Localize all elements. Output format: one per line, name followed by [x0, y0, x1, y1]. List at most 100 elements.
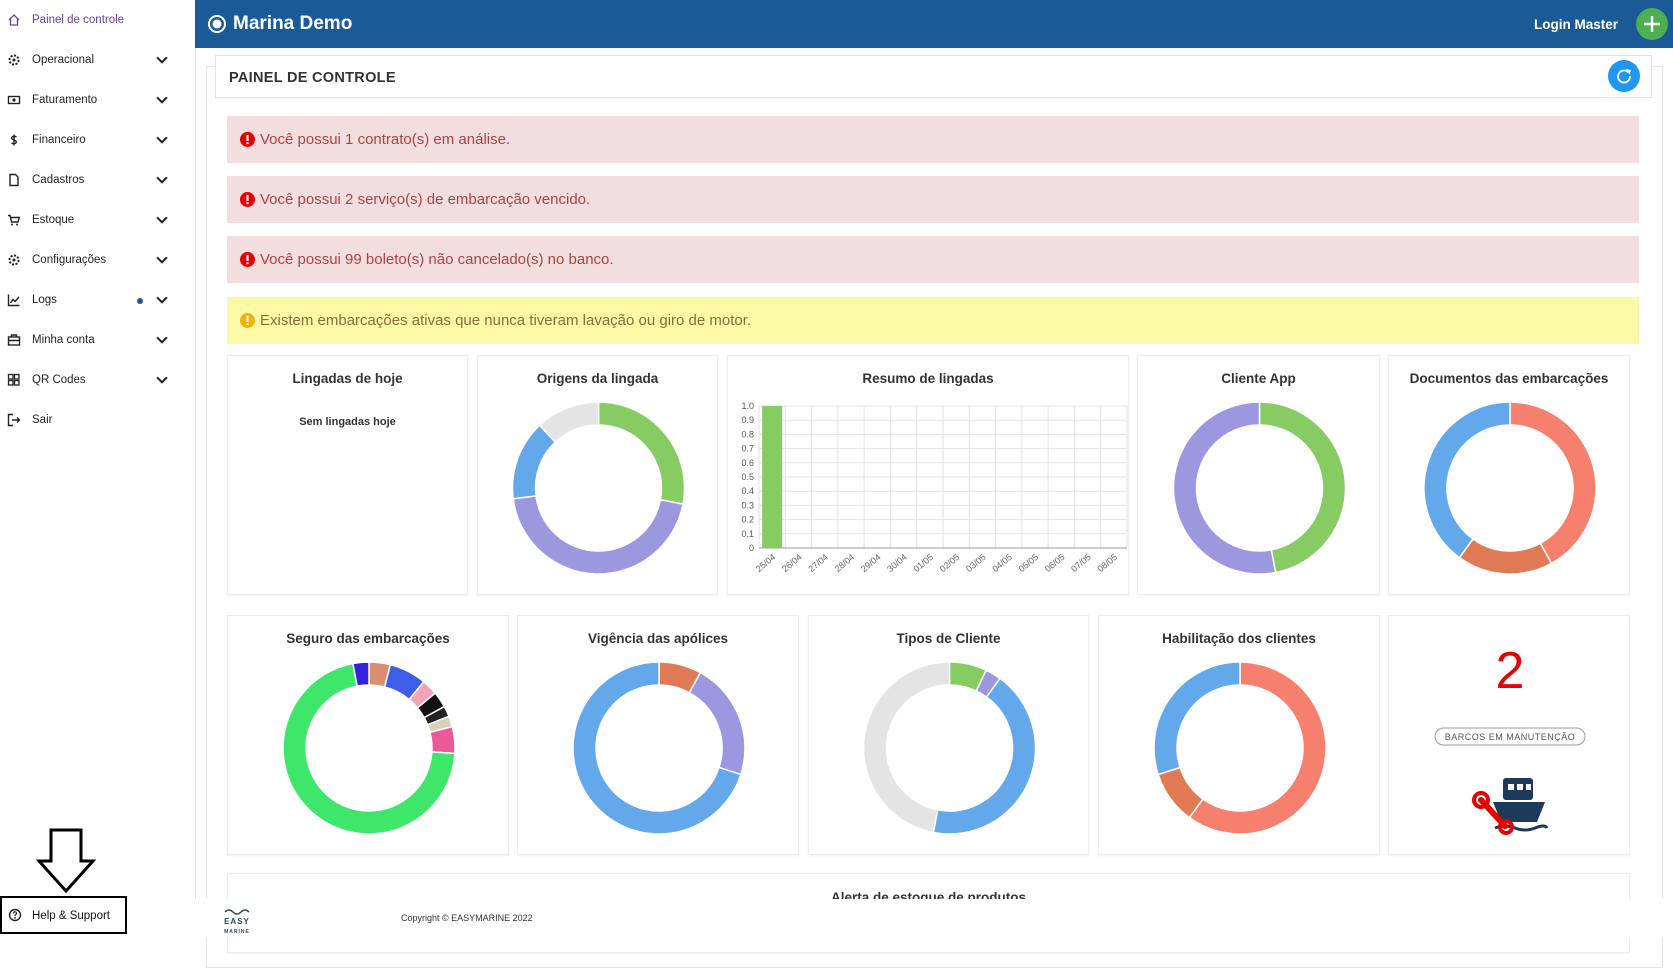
- icon: [7, 379, 14, 386]
- footer: EASY MARINE Copyright © EASYMARINE 2022: [195, 899, 1673, 937]
- add-button[interactable]: [1635, 7, 1669, 41]
- x-tick-label: 26/04: [780, 552, 804, 574]
- donut-segment: [1153, 661, 1241, 776]
- y-tick-label: 0.1: [741, 529, 754, 539]
- sidebar-icon: [7, 95, 21, 105]
- alert-icon-dot: [246, 142, 249, 145]
- copyright: Copyright © EASYMARINE 2022: [401, 913, 533, 923]
- x-tick-label: 04/05: [990, 552, 1014, 574]
- sidebar-item[interactable]: Faturamento: [0, 85, 195, 115]
- icon: [13, 373, 20, 380]
- widget-card: Lingadas de hoje Sem lingadas hoje: [227, 355, 468, 595]
- alert: Você possui 2 serviço(s) de embarcação v…: [227, 176, 1639, 223]
- help-support-link[interactable]: Help & Support: [0, 896, 127, 934]
- sidebar-label: Configurações: [32, 254, 107, 266]
- sidebar-item[interactable]: Estoque: [0, 205, 195, 235]
- widget-card: Vigência das apólices: [517, 615, 799, 855]
- widget-chart: [282, 661, 456, 835]
- icon: [7, 294, 20, 307]
- widget-chart: [1172, 401, 1347, 575]
- sidebar-item[interactable]: Painel de controle: [0, 5, 195, 35]
- icon: [7, 413, 21, 427]
- widget-title: Habilitação dos clientes: [1162, 631, 1316, 646]
- maintenance-icon: [1472, 778, 1549, 835]
- alert-icon-bar: [246, 255, 249, 261]
- sidebar-item[interactable]: Sair: [0, 405, 195, 435]
- y-tick-label: 0.3: [741, 500, 754, 510]
- ship-hull: [1493, 802, 1545, 822]
- alert-icon: [240, 192, 255, 207]
- icon: [8, 334, 20, 342]
- widget-card: Tipos de Cliente: [808, 615, 1089, 855]
- y-tick-label: 0.2: [741, 515, 754, 525]
- widget-title: Vigência das apólices: [587, 631, 729, 646]
- logo-waves: [224, 909, 250, 915]
- icon: [7, 95, 21, 105]
- donut-segment: [1258, 401, 1347, 574]
- alert-text: Existem embarcações ativas que nunca tiv…: [260, 312, 752, 329]
- sidebar-item[interactable]: Minha conta: [0, 325, 195, 355]
- icon: [16, 223, 18, 226]
- chevron: [156, 252, 168, 264]
- donut-segment: [352, 661, 370, 687]
- panel-header: PAINEL DE CONTROLE: [215, 55, 1652, 98]
- icon: [8, 214, 21, 223]
- donut-segment: [597, 401, 686, 505]
- chevron: [156, 292, 168, 304]
- alert-icon-bar: [246, 316, 249, 322]
- sidebar-label: Minha conta: [32, 334, 95, 346]
- stat-badge: [1434, 727, 1586, 746]
- y-tick-label: 0.6: [741, 458, 754, 468]
- alert-text: Você possui 2 serviço(s) de embarcação v…: [260, 191, 591, 208]
- sidebar-label: Logs: [32, 294, 57, 306]
- user-name[interactable]: Login Master: [1533, 17, 1618, 32]
- sidebar-item[interactable]: Operacional: [0, 45, 195, 75]
- widget-title: Origens da lingada: [536, 371, 659, 386]
- footer-logo: EASY MARINE: [224, 907, 250, 937]
- stat-value: 2: [1496, 642, 1525, 700]
- sidebar-label: QR Codes: [32, 374, 86, 386]
- x-tick-label: 03/05: [964, 552, 988, 574]
- help-label: Help & Support: [32, 910, 110, 922]
- sidebar-item[interactable]: Financeiro: [0, 125, 195, 155]
- widget-chart: [511, 401, 686, 575]
- widget-chart: [1153, 661, 1327, 835]
- donut-segment: [1172, 401, 1277, 575]
- help-arrow: [36, 828, 96, 894]
- refresh-button[interactable]: [1607, 59, 1641, 93]
- logo-subtext: MARINE: [224, 929, 250, 935]
- alert-icon-dot: [246, 323, 249, 326]
- alert-text: Você possui 99 boleto(s) não cancelado(s…: [260, 251, 614, 268]
- y-tick-label: 0: [749, 543, 754, 553]
- sidebar-label: Faturamento: [32, 94, 98, 106]
- x-tick-label: 01/05: [911, 552, 935, 574]
- alert: Você possui 99 boleto(s) não cancelado(s…: [227, 236, 1639, 283]
- sidebar-item[interactable]: Logs: [0, 285, 195, 315]
- donut-segment: [511, 424, 557, 500]
- alert-icon-dot: [246, 262, 249, 265]
- sidebar-item[interactable]: Cadastros: [0, 165, 195, 195]
- alert-icon-dot: [246, 202, 249, 205]
- x-tick-label: 02/05: [938, 552, 962, 574]
- ship-window: [1508, 784, 1514, 790]
- ship-window: [1526, 784, 1531, 790]
- empty-message: Sem lingadas hoje: [299, 416, 396, 428]
- sidebar-icon: [11, 134, 17, 146]
- donut-segment: [1458, 537, 1553, 575]
- widget-card: Seguro das embarcações: [227, 615, 509, 855]
- sidebar-label: Sair: [32, 414, 53, 426]
- widget-card: 2 BARCOS EM MANUTENÇÃO: [1388, 615, 1630, 855]
- sidebar-item[interactable]: Configurações: [0, 245, 195, 275]
- logo-icon: [208, 15, 226, 33]
- alert: Você possui 1 contrato(s) em análise.: [227, 116, 1639, 163]
- logo-text: EASY: [224, 917, 250, 926]
- donut-segment: [282, 662, 456, 835]
- donut-segment: [1423, 401, 1511, 559]
- sidebar-item[interactable]: QR Codes: [0, 365, 195, 395]
- chevron: [156, 212, 168, 224]
- sidebar-icon: [7, 334, 21, 346]
- donut-segment: [572, 661, 742, 835]
- widget-title: Cliente App: [1221, 371, 1296, 386]
